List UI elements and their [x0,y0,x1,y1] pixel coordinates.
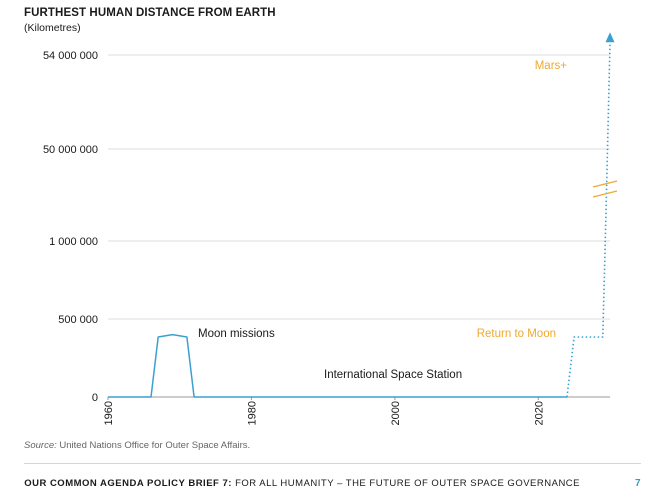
y-tick-label: 500 000 [58,314,98,326]
axis-break-mark [592,190,618,198]
source-note: Source: United Nations Office for Outer … [24,440,250,451]
source-label: Source: [24,440,57,451]
y-tick-label: 0 [92,392,98,404]
chart-subtitle: (Kilometres) [24,22,81,34]
x-tick-label: 1960 [103,401,115,425]
source-text: United Nations Office for Outer Space Af… [56,440,251,451]
series-layer [108,32,618,398]
y-tick-label: 50 000 000 [43,144,98,156]
arrow-head [605,32,615,43]
y-tick-label: 1 000 000 [49,236,98,248]
footer-text: OUR COMMON AGENDA POLICY BRIEF 7: FOR AL… [0,478,580,489]
page-number: 7 [635,478,641,489]
grid-layer [107,54,610,400]
footer-title: FOR ALL HUMANITY – THE FUTURE OF OUTER S… [231,478,580,489]
footer-divider [24,463,641,464]
annotation-iss: International Space Station [324,369,462,381]
label-layer: 0 500 000 1 000 000 50 000 000 54 000 000 196… [43,50,567,425]
x-tick-label: 1980 [246,401,258,425]
axis-break-mark [592,180,618,188]
projection-line [566,43,611,398]
x-tick-label: 2000 [390,401,402,425]
annotation-return-moon: Return to Moon [477,328,556,340]
chart-title: FURTHEST HUMAN DISTANCE FROM EARTH [24,7,276,19]
annotation-mars: Mars+ [535,60,568,72]
footer-bold: OUR COMMON AGENDA POLICY BRIEF 7: [24,478,232,489]
annotation-moon: Moon missions [198,328,275,340]
y-tick-label: 54 000 000 [43,50,98,62]
x-tick-label: 2020 [533,401,545,425]
history-line [108,333,567,398]
chart: 0 500 000 1 000 000 50 000 000 54 000 000 196… [43,32,618,425]
